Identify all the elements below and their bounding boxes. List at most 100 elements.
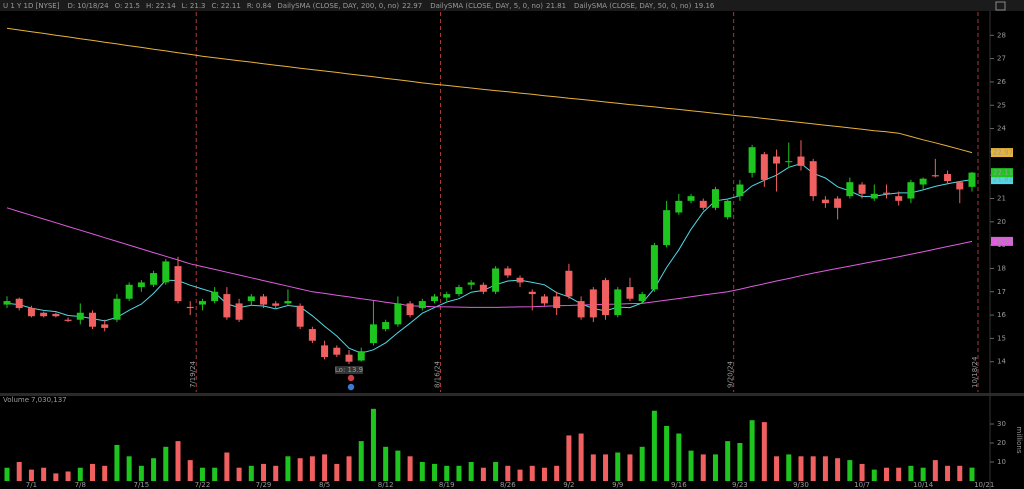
volume-bar (859, 463, 865, 481)
candle-body (394, 303, 402, 325)
header-text: H: (146, 2, 154, 10)
x-tick-label: 7/1 (26, 481, 37, 489)
volume-bar (847, 460, 853, 481)
candle-body (760, 154, 768, 180)
volume-bar (554, 465, 560, 481)
event-icon (347, 374, 355, 382)
candle-body (699, 200, 707, 208)
candle-body (882, 192, 890, 194)
candle-body (321, 345, 329, 358)
volume-bar (639, 446, 645, 481)
candle-body (602, 280, 610, 316)
x-tick-label: 9/9 (612, 481, 623, 489)
volume-bar (493, 462, 499, 481)
volume-bar (309, 456, 315, 481)
candle-body (614, 289, 622, 316)
volume-bar (358, 441, 364, 481)
volume-bar (395, 450, 401, 481)
candle-body (638, 294, 646, 302)
header-text: C: (212, 2, 219, 10)
volume-bar (615, 452, 621, 481)
volume-bar (871, 469, 877, 481)
x-tick-label: 10/7 (854, 481, 870, 489)
candle-body (895, 196, 903, 201)
header-text: DailySMA (CLOSE, DAY, 50, 0, no) (574, 2, 692, 10)
candle-body (52, 313, 60, 317)
volume-bar (896, 467, 902, 481)
y-tick-label: 16 (997, 311, 1006, 319)
volume-bar (798, 456, 804, 481)
y-tick-label: 21 (997, 195, 1006, 203)
volume-bar (725, 441, 731, 481)
candle-body (369, 324, 377, 344)
x-tick-label: 9/16 (671, 481, 687, 489)
candle-body (382, 322, 390, 330)
candle-body (406, 303, 414, 316)
candle-body (589, 289, 597, 318)
x-tick-label: 7/15 (133, 481, 149, 489)
candle-body (687, 196, 695, 201)
candle-body (492, 268, 500, 292)
header-text: 21.3 (190, 2, 206, 10)
volume-bar (187, 460, 193, 481)
volume-bar (126, 456, 132, 481)
candle-body (247, 296, 255, 302)
volume-bar (541, 467, 547, 481)
price-marker-label: 19.16 (993, 237, 1014, 245)
candle-body (40, 312, 48, 317)
header-text: 21.5 (124, 2, 140, 10)
candle-body (773, 156, 781, 164)
candle-body (3, 301, 11, 305)
y-tick-label: 24 (997, 125, 1006, 133)
volume-bar (285, 456, 291, 481)
volume-bar (578, 433, 584, 481)
y-tick-label: 28 (997, 31, 1006, 39)
y-tick-label: 27 (997, 55, 1006, 63)
volume-bar (932, 460, 938, 481)
candle-body (528, 291, 536, 295)
candle-body (272, 303, 280, 306)
y-tick-label: 20 (997, 439, 1006, 447)
volume-bar (212, 467, 218, 481)
candle-body (333, 347, 341, 355)
volume-last: 7,030,137 (31, 396, 67, 404)
price-marker (991, 236, 1013, 246)
volume-bar (749, 420, 755, 481)
candle-body (504, 268, 512, 276)
volume-bar (432, 463, 438, 481)
candle-body (76, 312, 84, 320)
volume-bar (688, 450, 694, 481)
volume-bar (236, 467, 242, 481)
volume-bar (383, 446, 389, 481)
candle-body (565, 270, 573, 297)
candle-body (797, 156, 805, 166)
y-tick-label: 10 (997, 458, 1006, 466)
y-tick-label: 15 (997, 334, 1006, 342)
volume-bar (151, 458, 157, 481)
volume-bar (957, 465, 963, 481)
menu-icon[interactable] (995, 1, 1006, 11)
candle-body (711, 189, 719, 208)
candle-body (431, 296, 439, 302)
header-text: 22.11 (221, 2, 241, 10)
candle-body (650, 245, 658, 290)
candle-body (931, 175, 939, 177)
y-tick-label: 20 (997, 218, 1006, 226)
volume-bar (41, 467, 47, 481)
volume-bar (835, 458, 841, 481)
candle-body (479, 284, 487, 292)
candle-body (553, 296, 561, 309)
volume-bar (774, 456, 780, 481)
volume-bar (16, 462, 22, 481)
candle-body (577, 301, 585, 318)
header-text: D: (67, 2, 75, 10)
volume-bar (822, 456, 828, 481)
candle-body (296, 305, 304, 327)
candle-body (736, 184, 744, 197)
volume-bar (334, 463, 340, 481)
volume-bar (138, 465, 144, 481)
volume-bar (651, 410, 657, 481)
volume-bar (480, 467, 486, 481)
y-tick-label: 30 (997, 420, 1006, 428)
